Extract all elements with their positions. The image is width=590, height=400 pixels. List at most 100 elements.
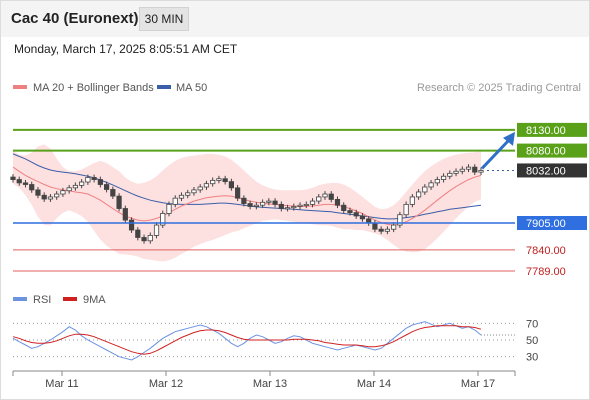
candle-body xyxy=(216,178,222,181)
rsi-tick-label: 70 xyxy=(526,318,538,330)
ma20-legend-label: MA 20 + Bollinger Bands xyxy=(33,82,154,94)
candle-body xyxy=(341,204,347,211)
candle-body xyxy=(178,194,185,199)
candle-body xyxy=(47,196,54,200)
candle-body xyxy=(128,219,135,231)
candle-body xyxy=(372,222,378,230)
level-box xyxy=(517,163,587,178)
candle-body xyxy=(116,195,122,209)
candle-body xyxy=(104,184,110,190)
candle-body xyxy=(428,182,434,188)
candle-body xyxy=(160,213,166,226)
rsi-tick-label: 30 xyxy=(526,352,538,364)
rsi-tick-label: 50 xyxy=(526,335,538,347)
candle-body xyxy=(35,189,41,196)
candle-body xyxy=(147,235,153,242)
candle-body xyxy=(309,200,316,205)
rsi-legend-label: RSI xyxy=(33,294,51,306)
level-box xyxy=(517,143,587,158)
candle-body xyxy=(172,197,178,205)
candle-body xyxy=(415,191,422,198)
candle-body xyxy=(185,192,191,196)
candle-body xyxy=(241,197,247,204)
candle-body xyxy=(403,203,409,216)
candle-body xyxy=(384,228,391,232)
level-box xyxy=(517,122,587,137)
candle-body xyxy=(72,184,78,189)
candle-body xyxy=(472,166,478,173)
level-label: 7905.00 xyxy=(526,218,566,230)
level-label: 8080.00 xyxy=(526,146,566,158)
candle-body xyxy=(378,228,384,232)
candle-body xyxy=(322,193,328,198)
level-label: 7840.00 xyxy=(526,245,566,257)
trend-arrow xyxy=(480,136,513,170)
x-tick-label: Mar 14 xyxy=(357,378,391,390)
candle-body xyxy=(459,168,465,172)
candle-body xyxy=(166,203,172,214)
rsi-ma-line xyxy=(12,325,482,355)
ma50-legend-label: MA 50 xyxy=(176,82,207,94)
ma50-line xyxy=(12,153,482,220)
candle-body xyxy=(10,176,16,180)
candle-body xyxy=(253,204,259,207)
candle-body xyxy=(91,177,97,180)
candle-body xyxy=(85,177,91,183)
x-tick-label: Mar 13 xyxy=(253,378,287,390)
candle-body xyxy=(347,210,353,214)
candle-body xyxy=(60,190,66,195)
candle-body xyxy=(447,172,453,177)
candle-body xyxy=(197,186,203,191)
price-chart: MA 20 + Bollinger Bands MA 50 Research ©… xyxy=(10,82,587,390)
candle-body xyxy=(16,179,22,184)
candle-body xyxy=(203,183,210,188)
candle-body xyxy=(440,175,447,180)
candle-body xyxy=(359,215,366,220)
candle-body xyxy=(272,200,278,205)
candle-body xyxy=(328,193,334,200)
research-credit: Research © 2025 Trading Central xyxy=(417,82,581,94)
candle-body xyxy=(291,206,297,209)
candle-body xyxy=(135,229,141,238)
candle-body xyxy=(110,189,116,197)
trend-arrow-head xyxy=(503,131,515,146)
candle-body xyxy=(297,204,303,207)
candle-body xyxy=(228,181,234,189)
candle-body xyxy=(153,224,160,236)
rsi-legend-swatch xyxy=(13,297,27,301)
candle-body xyxy=(222,178,228,183)
rsi-ma-legend-swatch xyxy=(63,297,77,301)
candle-body xyxy=(235,187,241,199)
candle-body xyxy=(247,203,253,207)
candle-body xyxy=(22,182,29,185)
candle-body xyxy=(66,187,72,192)
candle-body xyxy=(453,170,459,174)
header-bar: Cac 40 (Euronext) 30 MIN xyxy=(1,1,589,37)
x-tick-label: Mar 17 xyxy=(461,378,495,390)
candle-body xyxy=(284,207,291,210)
candle-body xyxy=(210,179,216,185)
candle-body xyxy=(353,212,359,217)
candle-body xyxy=(391,224,397,230)
candle-body xyxy=(422,186,428,193)
rsi-line xyxy=(12,321,482,361)
level-box xyxy=(517,216,587,230)
candle-body xyxy=(266,200,272,203)
ma20-legend-swatch xyxy=(13,85,27,89)
candle-body xyxy=(97,179,103,185)
timeframe-button[interactable]: 30 MIN xyxy=(139,7,189,31)
instrument-title: Cac 40 (Euronext) xyxy=(11,10,139,27)
candle-body xyxy=(122,208,128,221)
candle-body xyxy=(41,194,47,200)
candle-body xyxy=(141,237,147,242)
candle-body xyxy=(478,170,484,173)
candle-body xyxy=(316,196,322,202)
ma50-legend-swatch xyxy=(157,85,171,89)
candle-body xyxy=(191,189,197,194)
level-label: 7789.00 xyxy=(526,266,566,278)
level-label: 8130.00 xyxy=(526,125,566,137)
candle-body xyxy=(259,201,266,206)
candle-body xyxy=(409,196,415,205)
level-label: 8032.00 xyxy=(526,165,566,177)
